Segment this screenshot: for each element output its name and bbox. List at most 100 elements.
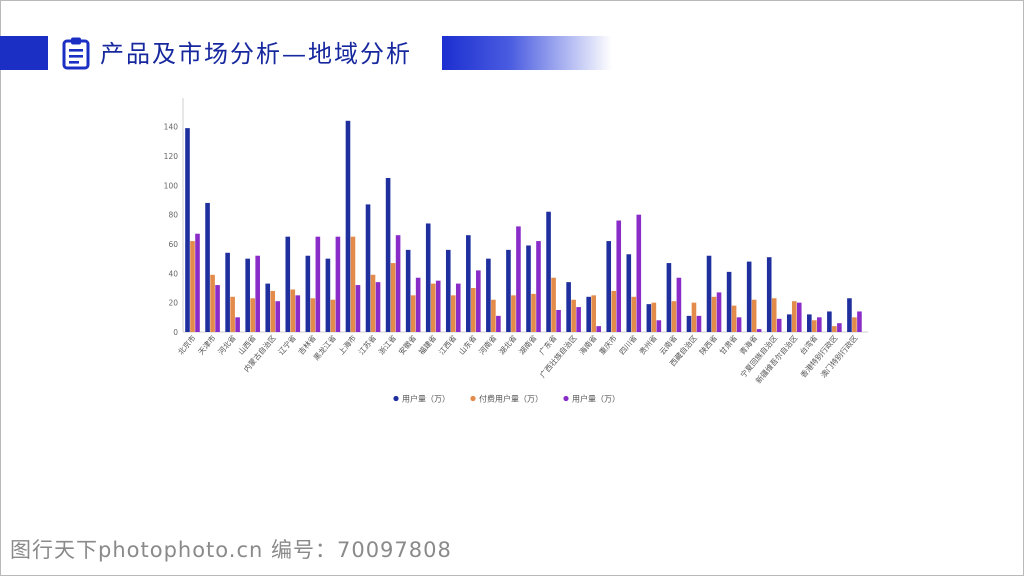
bar-s3-21	[616, 220, 622, 332]
bar-s3-5	[295, 295, 301, 332]
bar-s2-21	[611, 290, 617, 332]
bar-s3-9	[375, 282, 381, 332]
bar-s2-20	[591, 295, 596, 332]
bar-s1-33	[847, 298, 852, 332]
bar-s1-27	[726, 271, 732, 332]
bar-s1-16	[506, 249, 511, 332]
bar-s1-30	[786, 314, 792, 332]
bar-s3-13	[455, 283, 461, 332]
bar-s3-1	[215, 285, 220, 332]
bar-s2-24	[671, 301, 677, 332]
bar-s1-24	[666, 263, 672, 332]
bar-s3-0	[195, 233, 200, 332]
bar-s3-11	[415, 277, 421, 332]
bar-s2-30	[791, 301, 797, 332]
bar-s3-16	[516, 226, 521, 332]
bar-s3-3	[255, 255, 260, 332]
y-tick-label: 20	[168, 299, 178, 308]
bar-s2-3	[250, 298, 255, 332]
bar-s2-4	[270, 290, 276, 332]
legend-marker	[563, 395, 569, 402]
bar-s2-31	[812, 320, 817, 332]
x-tick-label: 湖南省	[516, 332, 538, 356]
x-tick-label: 江西省	[436, 332, 458, 356]
x-tick-label: 北京市	[175, 332, 197, 356]
bar-s1-18	[546, 211, 551, 332]
bar-s2-12	[430, 283, 436, 332]
bar-s1-5	[285, 236, 291, 332]
x-tick-label: 天津市	[195, 332, 217, 356]
bar-s3-23	[656, 320, 662, 332]
bar-s1-29	[766, 257, 772, 332]
bar-s3-8	[355, 285, 361, 332]
legend-marker	[393, 395, 399, 402]
bar-s3-15	[496, 315, 501, 332]
x-tick-label: 河北省	[216, 332, 238, 356]
bar-s2-25	[691, 302, 697, 332]
bar-s2-22	[631, 296, 637, 332]
x-tick-label: 陕西省	[697, 332, 719, 356]
bar-s3-19	[576, 307, 581, 332]
bar-s2-14	[471, 288, 476, 332]
bar-s1-2	[225, 252, 230, 332]
x-tick-label: 福建省	[416, 332, 438, 356]
y-tick-label: 120	[164, 152, 179, 161]
y-tick-label: 40	[168, 269, 178, 278]
bar-s2-23	[651, 302, 657, 332]
bar-s3-28	[756, 329, 762, 332]
bar-s1-32	[827, 311, 832, 332]
bar-s2-0	[190, 241, 195, 332]
bar-s1-20	[586, 296, 591, 332]
bar-s3-6	[315, 236, 321, 332]
watermark-text: 图行天下photophoto.cn 编号：70097808	[10, 538, 452, 562]
x-tick-label: 四川省	[617, 332, 639, 356]
bar-s2-1	[210, 274, 215, 332]
bar-s1-31	[807, 314, 812, 332]
bar-s3-31	[817, 317, 822, 332]
bar-s2-2	[230, 296, 235, 332]
bar-s2-13	[450, 295, 456, 332]
bar-s3-26	[716, 292, 722, 332]
bar-s1-15	[486, 258, 491, 332]
page-title: 产品及市场分析—地域分析	[100, 40, 412, 68]
header-accent-block	[0, 36, 48, 70]
bar-s3-17	[536, 241, 541, 332]
x-tick-label: 辽宁省	[276, 332, 298, 356]
bar-s2-11	[410, 295, 416, 332]
bar-s3-12	[435, 280, 441, 332]
bar-s2-33	[852, 317, 857, 332]
bar-s2-16	[511, 295, 516, 332]
x-tick-label: 江苏省	[356, 332, 378, 356]
x-tick-label: 重庆市	[597, 332, 619, 356]
bar-s2-28	[751, 299, 757, 332]
bar-s1-3	[245, 258, 250, 332]
bar-s2-9	[370, 274, 376, 332]
bar-s2-27	[731, 305, 737, 332]
bar-s1-22	[626, 254, 632, 332]
x-tick-label: 安徽省	[396, 332, 418, 356]
legend-label: 付费用户量（万）	[479, 394, 543, 404]
bar-s1-6	[305, 255, 311, 332]
bar-s1-7	[325, 258, 331, 332]
bar-s2-32	[832, 326, 837, 332]
bar-s2-10	[390, 263, 396, 332]
bar-s1-26	[706, 255, 712, 332]
x-tick-label: 海南省	[577, 332, 599, 356]
bar-s2-18	[551, 277, 556, 332]
bar-s2-6	[310, 298, 316, 332]
bar-s3-30	[796, 302, 802, 332]
y-tick-label: 80	[168, 211, 178, 220]
bar-s2-17	[531, 293, 536, 332]
y-tick-label: 0	[173, 328, 178, 337]
bar-s1-0	[185, 128, 190, 332]
bar-s1-25	[686, 315, 692, 332]
bar-s3-7	[335, 236, 341, 332]
bar-s1-17	[526, 245, 531, 332]
x-tick-label: 贵州省	[637, 332, 659, 356]
bar-s1-21	[606, 241, 612, 332]
bar-s1-19	[566, 282, 571, 332]
bar-s3-4	[275, 301, 281, 332]
legend-marker	[470, 395, 476, 402]
bar-s1-13	[445, 249, 451, 332]
